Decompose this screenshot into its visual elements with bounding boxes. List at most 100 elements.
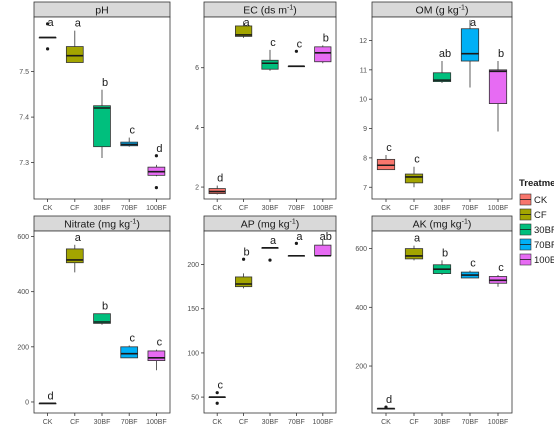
box-body	[262, 60, 278, 69]
significance-letter: a	[244, 17, 251, 29]
outlier-point	[155, 186, 158, 189]
significance-letter: c	[414, 154, 420, 166]
x-tick-label: 70BF	[462, 419, 479, 426]
plot-area	[204, 231, 336, 413]
box-body	[461, 29, 478, 61]
y-tick-label: 600	[355, 246, 367, 253]
significance-letter: d	[386, 394, 392, 406]
x-tick-label: CK	[212, 205, 222, 212]
y-tick-label: 7.3	[19, 160, 29, 167]
y-tick-label: 6	[195, 65, 199, 72]
y-tick-label: 10	[359, 97, 367, 104]
significance-letter: ab	[320, 231, 332, 243]
y-tick-label: 4	[195, 125, 199, 132]
x-tick-label: CF	[70, 419, 79, 426]
box-body	[148, 351, 165, 361]
significance-letter: c	[157, 337, 163, 349]
outlier-point	[216, 402, 219, 405]
x-tick-label: 30BF	[94, 205, 111, 212]
y-tick-label: 200	[17, 344, 29, 351]
legend-item-70BF: 70BF	[520, 239, 554, 251]
significance-letter: c	[386, 142, 392, 154]
panel-title-tail: )	[136, 219, 140, 231]
legend-label: CK	[534, 195, 548, 206]
significance-letter: b	[102, 301, 108, 313]
x-tick-label: CK	[212, 419, 222, 426]
x-tick-label: CK	[43, 205, 53, 212]
x-tick-label: 70BF	[462, 205, 479, 212]
y-tick-label: 400	[17, 289, 29, 296]
x-tick-label: CF	[409, 419, 418, 426]
box-body	[315, 47, 331, 62]
y-tick-label: 2	[195, 185, 199, 192]
x-tick-label: 100BF	[488, 205, 509, 212]
legend-item-CF: CF	[520, 209, 547, 221]
significance-letter: c	[217, 380, 223, 392]
x-tick-label: CK	[43, 419, 53, 426]
x-tick-label: CK	[381, 419, 391, 426]
x-tick-label: 30BF	[434, 419, 451, 426]
significance-letter: a	[470, 17, 477, 29]
significance-letter: b	[102, 77, 108, 89]
x-tick-label: 100BF	[488, 419, 509, 426]
significance-letter: b	[323, 32, 329, 44]
legend-item-CK: CK	[520, 194, 548, 206]
significance-letter: c	[470, 258, 476, 270]
legend-item-100BF: 100BF	[520, 254, 554, 266]
x-tick-label: 100BF	[312, 205, 333, 212]
x-tick-label: 70BF	[121, 419, 138, 426]
y-tick-label: 9	[363, 126, 367, 133]
y-tick-label: 100	[187, 350, 199, 357]
y-tick-label: 200	[355, 364, 367, 371]
panel-title-tail: )	[293, 5, 297, 17]
box-body	[405, 174, 422, 183]
legend-label: 100BF	[534, 255, 554, 266]
significance-letter: a	[75, 18, 82, 30]
significance-letter: c	[498, 262, 504, 274]
significance-letter: c	[297, 38, 303, 50]
legend-title: Treatment	[519, 178, 554, 189]
box-body	[121, 347, 138, 358]
y-tick-label: 11	[360, 67, 367, 74]
x-tick-label: 30BF	[262, 205, 279, 212]
x-tick-label: 70BF	[121, 205, 138, 212]
significance-letter: d	[156, 143, 162, 155]
box-body	[94, 106, 111, 147]
significance-letter: d	[217, 173, 223, 185]
panel-title: pH	[95, 5, 108, 17]
x-tick-label: 100BF	[146, 205, 167, 212]
panel-title-main: AP (mg kg	[241, 219, 290, 231]
panel-title-main: pH	[95, 5, 108, 17]
x-tick-label: 100BF	[312, 419, 333, 426]
significance-letter: b	[498, 48, 504, 60]
y-tick-label: 150	[187, 306, 199, 313]
x-tick-label: CF	[239, 205, 248, 212]
x-tick-label: CK	[381, 205, 391, 212]
x-tick-label: 100BF	[146, 419, 167, 426]
box-body	[315, 245, 331, 256]
y-tick-label: 7	[363, 185, 367, 192]
y-tick-label: 400	[355, 305, 367, 312]
legend-item-30BF: 30BF	[520, 224, 554, 236]
y-tick-label: 12	[359, 38, 367, 45]
significance-letter: d	[48, 390, 54, 402]
legend-label: CF	[534, 210, 547, 221]
panel-title: Nitrate (mg kg-1)	[64, 219, 140, 231]
legend-label: 70BF	[534, 240, 554, 251]
x-tick-label: 30BF	[434, 205, 451, 212]
significance-letter: a	[296, 231, 303, 243]
panel-title-main: OM (g kg	[416, 5, 459, 17]
x-tick-label: CF	[70, 205, 79, 212]
significance-letter: c	[270, 37, 276, 49]
y-tick-label: 7.5	[19, 69, 29, 76]
outlier-point	[268, 259, 271, 262]
panel-title-tail: )	[468, 219, 472, 231]
y-tick-label: 200	[187, 262, 199, 269]
significance-letter: a	[75, 232, 82, 244]
